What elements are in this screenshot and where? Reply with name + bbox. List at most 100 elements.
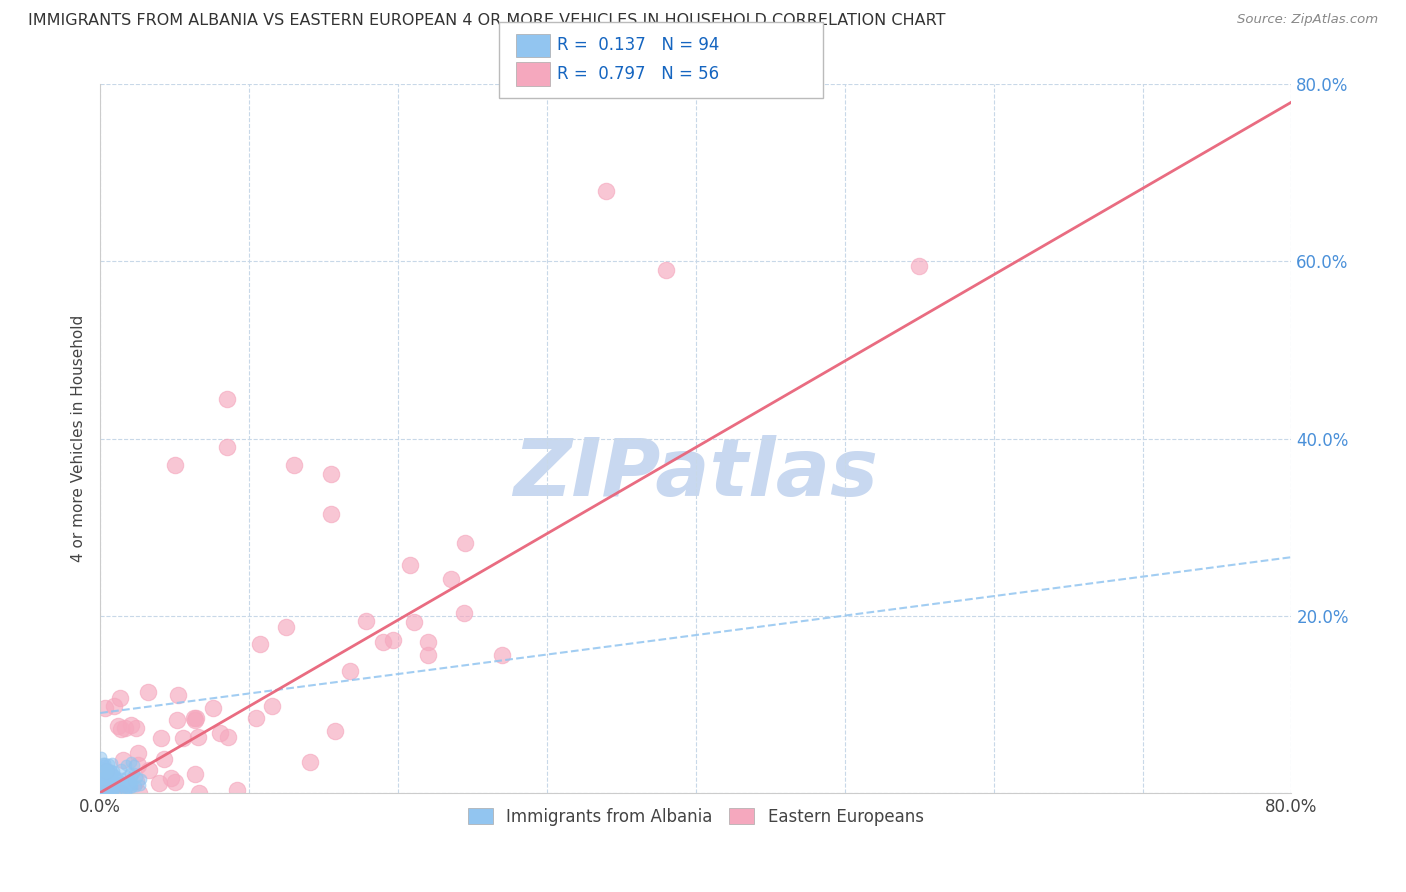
Point <box>110 774 132 789</box>
Point <box>96 768 118 782</box>
Point <box>97 785 120 799</box>
Point <box>298 755 321 769</box>
Point <box>98 784 121 798</box>
Point <box>129 772 152 787</box>
Point <box>96 766 118 780</box>
Point <box>110 722 132 736</box>
Point <box>89 778 111 792</box>
Text: IMMIGRANTS FROM ALBANIA VS EASTERN EUROPEAN 4 OR MORE VEHICLES IN HOUSEHOLD CORR: IMMIGRANTS FROM ALBANIA VS EASTERN EUROP… <box>28 13 946 29</box>
Point <box>125 721 148 735</box>
Text: R =  0.797   N = 56: R = 0.797 N = 56 <box>557 65 718 83</box>
Point <box>117 780 139 795</box>
Point <box>127 746 149 760</box>
Point <box>91 782 114 797</box>
Point <box>105 770 128 784</box>
Point <box>103 699 125 714</box>
Point <box>112 753 135 767</box>
Point <box>118 766 141 780</box>
Point <box>107 786 129 800</box>
Point <box>122 758 145 772</box>
Point <box>101 756 124 771</box>
Point <box>90 782 112 797</box>
Point <box>323 723 346 738</box>
Point <box>183 711 205 725</box>
Point <box>103 784 125 798</box>
Point <box>105 777 128 791</box>
Point <box>129 778 152 792</box>
Point <box>166 688 188 702</box>
Point <box>416 648 439 663</box>
Point <box>218 730 240 744</box>
Point <box>128 786 150 800</box>
Point <box>249 637 271 651</box>
Point <box>117 777 139 791</box>
Point <box>107 719 129 733</box>
Point <box>165 775 187 789</box>
Point <box>121 780 143 794</box>
Point <box>94 777 117 791</box>
Point <box>127 758 149 772</box>
Point <box>100 786 122 800</box>
Point <box>89 772 111 786</box>
Point <box>96 774 118 789</box>
Point <box>101 781 124 796</box>
Point <box>491 648 513 663</box>
Point <box>89 764 111 778</box>
Point <box>93 786 115 800</box>
Point <box>115 778 138 792</box>
Point <box>226 782 249 797</box>
Point <box>98 763 121 777</box>
Point <box>90 775 112 789</box>
Point <box>91 781 114 796</box>
Point <box>108 775 131 789</box>
Point <box>115 757 138 772</box>
Point <box>354 614 377 628</box>
Point <box>103 782 125 797</box>
Point <box>209 726 232 740</box>
Point <box>149 731 172 745</box>
Point <box>93 758 115 772</box>
Point <box>93 784 115 798</box>
Point <box>94 782 117 797</box>
Point <box>440 572 463 586</box>
Point <box>98 780 121 794</box>
Point <box>215 441 238 455</box>
Point <box>125 770 148 784</box>
Point <box>262 699 284 714</box>
Point <box>96 780 118 794</box>
Point <box>105 783 128 797</box>
Point <box>98 757 121 772</box>
Point <box>98 780 121 795</box>
Point <box>108 690 131 705</box>
Point <box>108 779 131 793</box>
Point <box>90 749 112 764</box>
Point <box>94 772 117 787</box>
Point <box>319 507 342 521</box>
Point <box>908 259 931 273</box>
Point <box>101 771 124 785</box>
Point <box>110 786 132 800</box>
Point <box>94 701 117 715</box>
Point <box>93 772 115 787</box>
Point <box>120 775 142 789</box>
Text: ZIPatlas: ZIPatlas <box>513 435 879 513</box>
Point <box>91 774 114 789</box>
Point <box>103 764 125 779</box>
Point <box>97 783 120 797</box>
Point <box>402 615 425 629</box>
Point <box>283 458 305 472</box>
Point <box>94 769 117 783</box>
Point <box>121 771 143 785</box>
Point <box>416 635 439 649</box>
Point <box>166 713 188 727</box>
Point <box>120 755 142 769</box>
Point <box>215 392 238 406</box>
Point <box>110 771 132 785</box>
Y-axis label: 4 or more Vehicles in Household: 4 or more Vehicles in Household <box>72 315 86 562</box>
Point <box>120 773 142 788</box>
Text: Source: ZipAtlas.com: Source: ZipAtlas.com <box>1237 13 1378 27</box>
Point <box>121 780 143 794</box>
Point <box>112 780 135 794</box>
Point <box>96 764 118 778</box>
Point <box>90 774 112 789</box>
